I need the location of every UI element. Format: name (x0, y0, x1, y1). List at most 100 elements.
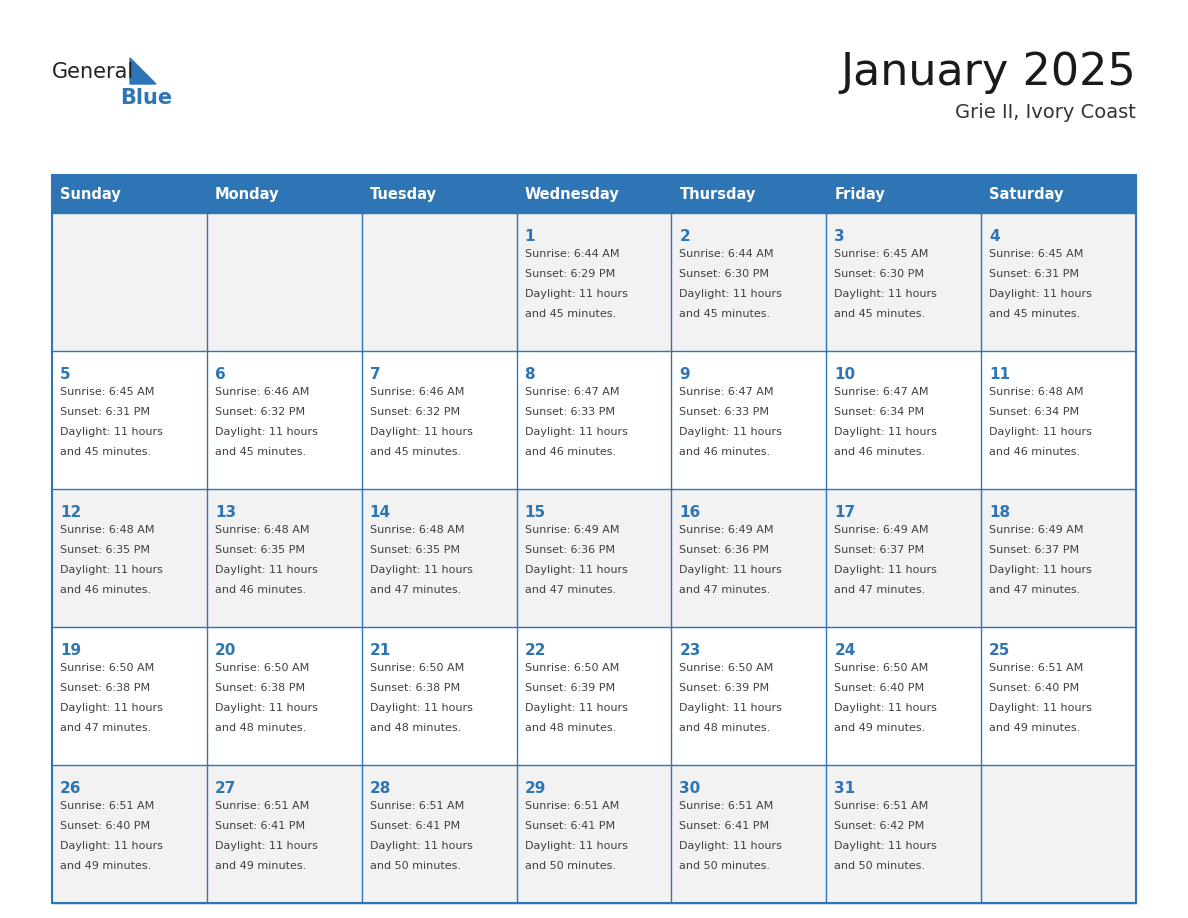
Text: 24: 24 (834, 643, 855, 658)
Text: Daylight: 11 hours: Daylight: 11 hours (525, 289, 627, 299)
Text: Sunset: 6:36 PM: Sunset: 6:36 PM (525, 545, 614, 555)
Text: 4: 4 (990, 229, 1000, 244)
Text: Daylight: 11 hours: Daylight: 11 hours (990, 703, 1092, 713)
Text: Friday: Friday (834, 186, 885, 201)
Text: and 48 minutes.: and 48 minutes. (680, 723, 771, 733)
Text: Sunrise: 6:44 AM: Sunrise: 6:44 AM (525, 249, 619, 259)
Text: 28: 28 (369, 781, 391, 796)
Text: Sunset: 6:35 PM: Sunset: 6:35 PM (61, 545, 150, 555)
Text: Sunset: 6:30 PM: Sunset: 6:30 PM (680, 269, 770, 279)
Text: 13: 13 (215, 505, 236, 520)
Text: and 49 minutes.: and 49 minutes. (834, 723, 925, 733)
Text: Daylight: 11 hours: Daylight: 11 hours (834, 565, 937, 575)
Text: Sunset: 6:34 PM: Sunset: 6:34 PM (990, 407, 1079, 417)
Text: Sunrise: 6:47 AM: Sunrise: 6:47 AM (834, 387, 929, 397)
Text: General: General (52, 62, 134, 82)
Text: Sunset: 6:38 PM: Sunset: 6:38 PM (61, 683, 150, 693)
Text: and 49 minutes.: and 49 minutes. (215, 861, 307, 871)
Text: and 47 minutes.: and 47 minutes. (680, 585, 771, 595)
Text: Sunset: 6:40 PM: Sunset: 6:40 PM (834, 683, 924, 693)
Text: and 46 minutes.: and 46 minutes. (834, 447, 925, 457)
Text: 26: 26 (61, 781, 82, 796)
Text: Sunset: 6:38 PM: Sunset: 6:38 PM (215, 683, 305, 693)
Text: Sunset: 6:29 PM: Sunset: 6:29 PM (525, 269, 615, 279)
Text: Daylight: 11 hours: Daylight: 11 hours (525, 703, 627, 713)
Text: Sunset: 6:32 PM: Sunset: 6:32 PM (369, 407, 460, 417)
Text: Sunset: 6:40 PM: Sunset: 6:40 PM (61, 821, 150, 831)
Text: and 46 minutes.: and 46 minutes. (680, 447, 771, 457)
Text: Sunrise: 6:48 AM: Sunrise: 6:48 AM (61, 525, 154, 535)
Text: 19: 19 (61, 643, 81, 658)
Text: Sunrise: 6:48 AM: Sunrise: 6:48 AM (369, 525, 465, 535)
Text: Saturday: Saturday (990, 186, 1063, 201)
Text: Sunrise: 6:50 AM: Sunrise: 6:50 AM (525, 663, 619, 673)
Text: Grie II, Ivory Coast: Grie II, Ivory Coast (955, 103, 1136, 121)
Text: Sunset: 6:39 PM: Sunset: 6:39 PM (680, 683, 770, 693)
Text: Daylight: 11 hours: Daylight: 11 hours (215, 841, 317, 851)
Text: Daylight: 11 hours: Daylight: 11 hours (990, 427, 1092, 437)
Text: Daylight: 11 hours: Daylight: 11 hours (61, 703, 163, 713)
Text: and 47 minutes.: and 47 minutes. (834, 585, 925, 595)
Text: 29: 29 (525, 781, 546, 796)
Text: Daylight: 11 hours: Daylight: 11 hours (215, 427, 317, 437)
Text: 27: 27 (215, 781, 236, 796)
Text: Sunrise: 6:50 AM: Sunrise: 6:50 AM (215, 663, 309, 673)
Text: Daylight: 11 hours: Daylight: 11 hours (525, 841, 627, 851)
Text: Daylight: 11 hours: Daylight: 11 hours (834, 427, 937, 437)
Text: Sunset: 6:31 PM: Sunset: 6:31 PM (61, 407, 150, 417)
Text: 1: 1 (525, 229, 535, 244)
Text: and 47 minutes.: and 47 minutes. (990, 585, 1080, 595)
Bar (52, 765, 1136, 903)
Text: 21: 21 (369, 643, 391, 658)
Text: Sunrise: 6:51 AM: Sunrise: 6:51 AM (990, 663, 1083, 673)
Text: 23: 23 (680, 643, 701, 658)
Text: Daylight: 11 hours: Daylight: 11 hours (680, 841, 783, 851)
Text: Sunrise: 6:49 AM: Sunrise: 6:49 AM (990, 525, 1083, 535)
Text: Thursday: Thursday (680, 186, 756, 201)
Text: and 45 minutes.: and 45 minutes. (61, 447, 151, 457)
Text: and 45 minutes.: and 45 minutes. (680, 309, 771, 319)
Text: Daylight: 11 hours: Daylight: 11 hours (680, 427, 783, 437)
Text: Sunrise: 6:46 AM: Sunrise: 6:46 AM (215, 387, 309, 397)
Text: 8: 8 (525, 367, 536, 382)
Text: Sunrise: 6:44 AM: Sunrise: 6:44 AM (680, 249, 773, 259)
Text: Daylight: 11 hours: Daylight: 11 hours (61, 427, 163, 437)
Text: Daylight: 11 hours: Daylight: 11 hours (369, 427, 473, 437)
Text: 25: 25 (990, 643, 1011, 658)
Text: 22: 22 (525, 643, 546, 658)
Text: Sunrise: 6:45 AM: Sunrise: 6:45 AM (834, 249, 929, 259)
Text: Daylight: 11 hours: Daylight: 11 hours (369, 841, 473, 851)
Text: Sunset: 6:37 PM: Sunset: 6:37 PM (834, 545, 924, 555)
Text: 11: 11 (990, 367, 1010, 382)
Text: Sunset: 6:35 PM: Sunset: 6:35 PM (215, 545, 305, 555)
Text: Sunset: 6:33 PM: Sunset: 6:33 PM (680, 407, 770, 417)
Text: and 45 minutes.: and 45 minutes. (834, 309, 925, 319)
Text: Blue: Blue (120, 88, 172, 108)
Text: Sunset: 6:40 PM: Sunset: 6:40 PM (990, 683, 1079, 693)
Text: Sunrise: 6:51 AM: Sunrise: 6:51 AM (61, 801, 154, 811)
Text: and 48 minutes.: and 48 minutes. (215, 723, 307, 733)
Text: Sunrise: 6:48 AM: Sunrise: 6:48 AM (215, 525, 309, 535)
Text: and 50 minutes.: and 50 minutes. (834, 861, 925, 871)
Text: 12: 12 (61, 505, 81, 520)
Text: and 49 minutes.: and 49 minutes. (990, 723, 1080, 733)
Text: Sunrise: 6:49 AM: Sunrise: 6:49 AM (680, 525, 773, 535)
Text: Daylight: 11 hours: Daylight: 11 hours (834, 841, 937, 851)
Text: 15: 15 (525, 505, 545, 520)
Text: Daylight: 11 hours: Daylight: 11 hours (680, 703, 783, 713)
Text: Daylight: 11 hours: Daylight: 11 hours (990, 289, 1092, 299)
Text: 30: 30 (680, 781, 701, 796)
Text: Daylight: 11 hours: Daylight: 11 hours (680, 289, 783, 299)
Text: Sunrise: 6:50 AM: Sunrise: 6:50 AM (369, 663, 465, 673)
Text: and 45 minutes.: and 45 minutes. (525, 309, 615, 319)
Text: Daylight: 11 hours: Daylight: 11 hours (61, 565, 163, 575)
Text: Daylight: 11 hours: Daylight: 11 hours (369, 703, 473, 713)
Text: Daylight: 11 hours: Daylight: 11 hours (990, 565, 1092, 575)
Text: and 45 minutes.: and 45 minutes. (215, 447, 307, 457)
Text: Sunrise: 6:49 AM: Sunrise: 6:49 AM (834, 525, 929, 535)
Text: Daylight: 11 hours: Daylight: 11 hours (215, 565, 317, 575)
Text: 16: 16 (680, 505, 701, 520)
Bar (52, 627, 1136, 765)
Polygon shape (129, 58, 156, 84)
Text: Sunset: 6:38 PM: Sunset: 6:38 PM (369, 683, 460, 693)
